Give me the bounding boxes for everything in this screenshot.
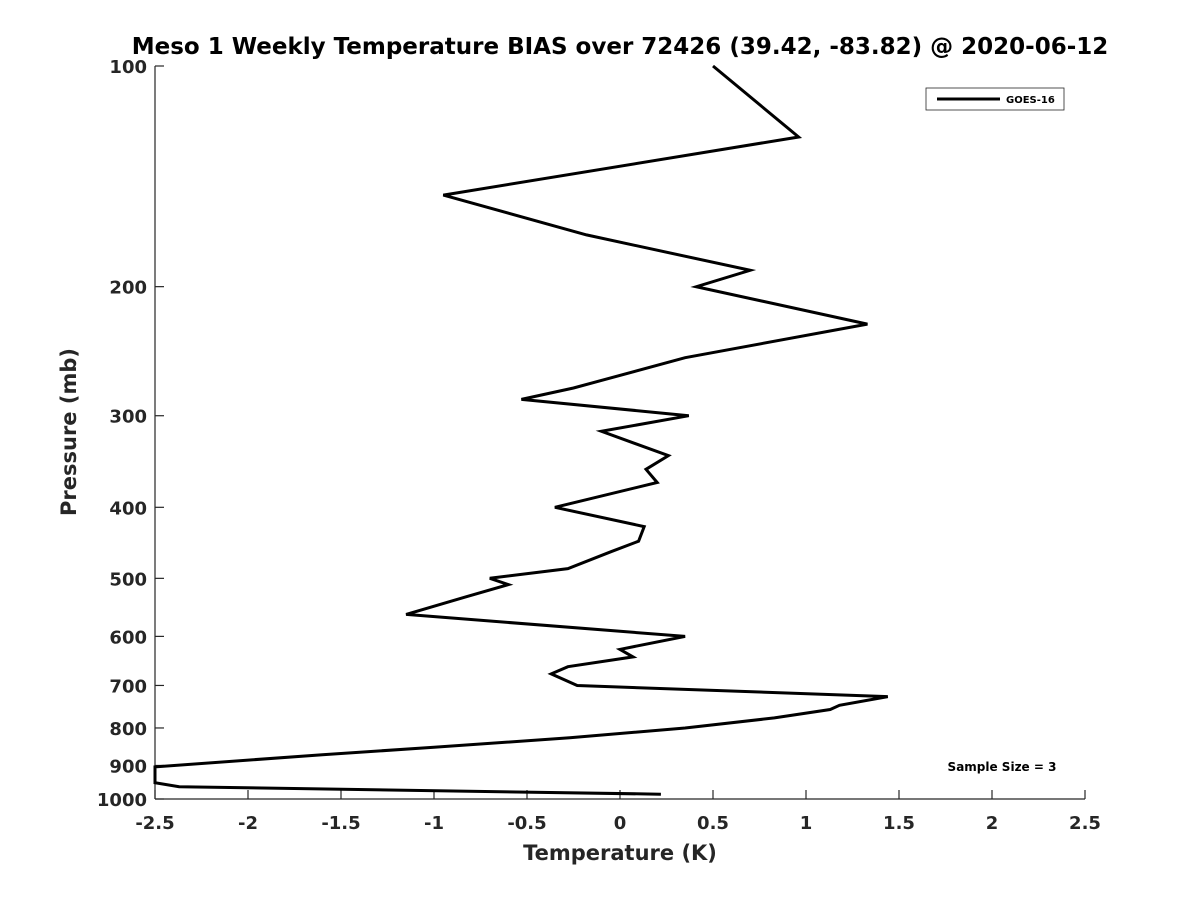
x-tick-label: 1.5: [883, 813, 915, 834]
x-axis-label: Temperature (K): [523, 841, 717, 865]
y-ticks: 100 200 300 400 500 600 700 800 900 1000: [97, 57, 164, 811]
series-group: [153, 64, 889, 796]
plot-area: -2.5 -2 -1.5 -1 -0.5 0 0.5 1 1.5 2 2.5 100 200 300 40…: [97, 57, 1101, 834]
chart-title: Meso 1 Weekly Temperature BIAS over 7242…: [132, 34, 1109, 60]
series-line-goes16: [153, 64, 889, 796]
y-tick-label: 800: [109, 719, 147, 740]
y-tick-label: 500: [109, 569, 147, 590]
sample-size-annotation: Sample Size = 3: [948, 760, 1057, 774]
x-tick-label: 2.5: [1069, 813, 1101, 834]
y-tick-label: 300: [109, 407, 147, 428]
x-tick-label: 0.5: [697, 813, 729, 834]
x-tick-label: -2.5: [135, 813, 174, 834]
x-tick-label: 2: [986, 813, 999, 834]
y-axis-label: Pressure (mb): [57, 348, 81, 516]
y-tick-label: 900: [109, 756, 147, 777]
x-tick-label: -1: [424, 813, 444, 834]
x-ticks: -2.5 -2 -1.5 -1 -0.5 0 0.5 1 1.5 2 2.5: [135, 790, 1101, 834]
x-tick-label: -2: [238, 813, 258, 834]
y-tick-label: 600: [109, 627, 147, 648]
x-tick-label: -0.5: [507, 813, 546, 834]
y-tick-label: 400: [109, 498, 147, 519]
y-tick-label: 700: [109, 676, 147, 697]
legend-label-goes16: GOES-16: [1006, 95, 1055, 106]
y-tick-label: 100: [109, 57, 147, 78]
x-tick-label: -1.5: [321, 813, 360, 834]
x-tick-label: 0: [614, 813, 627, 834]
y-tick-label: 200: [109, 278, 147, 299]
y-tick-label: 1000: [97, 790, 147, 811]
x-tick-label: 1: [800, 813, 813, 834]
legend: GOES-16: [925, 87, 1065, 111]
